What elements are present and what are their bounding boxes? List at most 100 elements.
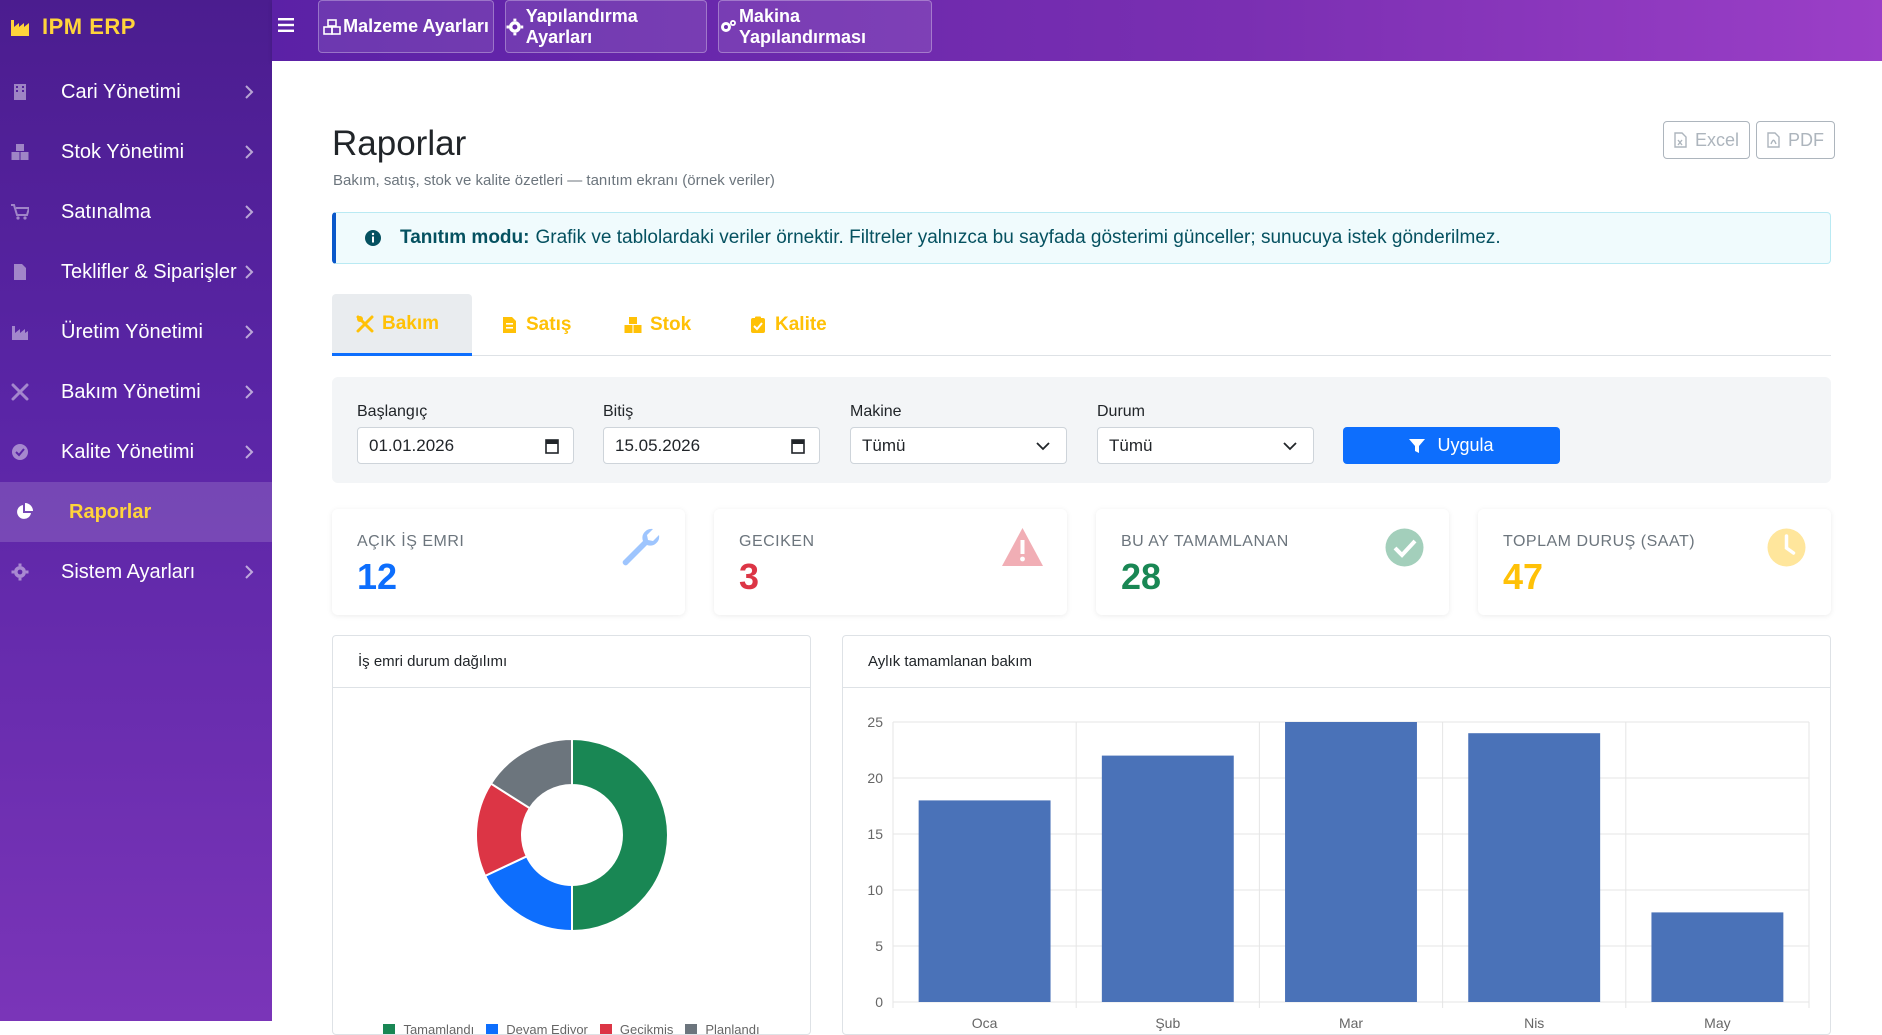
invoice-icon <box>500 316 518 334</box>
sidebar-item-bak-m-y-netimi[interactable]: Bakım Yönetimi <box>0 362 272 422</box>
y-tick-label: 25 <box>867 714 883 730</box>
sidebar-item-teklifler-sipari-ler[interactable]: Teklifler & Siparişler <box>0 242 272 302</box>
legend-item[interactable]: Devam Ediyor <box>486 1022 588 1035</box>
clipboard-check-icon <box>749 316 767 334</box>
kpi-value: 12 <box>357 556 397 598</box>
legend-item[interactable]: Gecikmiş <box>600 1022 673 1035</box>
start-date-label: Başlangıç <box>357 403 427 421</box>
start-date-input[interactable]: 01.01.2026 <box>357 427 574 464</box>
legend-item[interactable]: Planlandı <box>685 1022 759 1035</box>
chevron-right-icon <box>245 205 254 219</box>
machine-select[interactable]: Tümü <box>850 427 1067 464</box>
y-tick-label: 15 <box>867 826 883 842</box>
tools-icon <box>11 383 29 401</box>
bar-Şub[interactable] <box>1102 756 1234 1002</box>
kpi-completed-this-month: BU AY TAMAMLANAN 28 <box>1096 509 1449 615</box>
sidebar-item-label: Üretim Yönetimi <box>61 321 203 344</box>
machine-configuration-button[interactable]: Makina Yapılandırması <box>718 0 932 53</box>
file-pdf-icon <box>1767 132 1780 148</box>
filter-panel: Başlangıç 01.01.2026 Bitiş 15.05.2026 Ma… <box>332 377 1831 483</box>
status-label: Durum <box>1097 403 1145 421</box>
start-date-value: 01.01.2026 <box>369 436 454 456</box>
gear-icon <box>506 18 524 36</box>
sidebar-item-stok-y-netimi[interactable]: Stok Yönetimi <box>0 122 272 182</box>
brand[interactable]: IPM ERP <box>0 0 272 54</box>
material-settings-button[interactable]: Malzeme Ayarları <box>318 0 494 53</box>
machine-label: Makine <box>850 403 902 421</box>
donut-slice-0[interactable] <box>572 739 668 931</box>
sidebar-item-label: Satınalma <box>61 201 151 224</box>
tab-kalite[interactable]: Kalite <box>749 294 849 356</box>
sidebar-item-cari-y-netimi[interactable]: Cari Yönetimi <box>0 62 272 122</box>
legend-swatch <box>685 1024 697 1035</box>
y-tick-label: 5 <box>875 938 883 954</box>
status-distribution-card: İş emri durum dağılımı Tamamlandı Devam E… <box>332 635 811 1035</box>
material-settings-label: Malzeme Ayarları <box>343 16 489 37</box>
page-title: Raporlar <box>332 124 466 164</box>
bar-May[interactable] <box>1651 912 1783 1002</box>
legend-label: Tamamlandı <box>403 1022 474 1035</box>
end-date-label: Bitiş <box>603 403 633 421</box>
main-content: Raporlar Bakım, satış, stok ve kalite öz… <box>272 61 1882 1021</box>
apply-filter-button[interactable]: Uygula <box>1343 427 1560 464</box>
export-excel-button[interactable]: Excel <box>1663 121 1750 159</box>
demo-mode-alert: Tanıtım modu: Grafik ve tablolardaki ver… <box>332 212 1831 264</box>
topbar: Malzeme Ayarları Yapılandırma Ayarları M… <box>272 0 1882 61</box>
legend-label: Devam Ediyor <box>506 1022 588 1035</box>
sidebar-item-kalite-y-netimi[interactable]: Kalite Yönetimi <box>0 422 272 482</box>
calendar-icon[interactable] <box>791 438 805 454</box>
tab-stok[interactable]: Stok <box>624 294 714 356</box>
document-icon <box>11 263 29 281</box>
bar-Oca[interactable] <box>919 800 1051 1002</box>
export-pdf-button[interactable]: PDF <box>1756 121 1835 159</box>
apply-filter-label: Uygula <box>1437 435 1493 456</box>
kpi-label: BU AY TAMAMLANAN <box>1121 533 1289 551</box>
building-icon <box>11 83 29 101</box>
sidebar-item-sat-nalma[interactable]: Satınalma <box>0 182 272 242</box>
status-distribution-title: İş emri durum dağılımı <box>333 636 810 688</box>
configuration-settings-button[interactable]: Yapılandırma Ayarları <box>505 0 707 53</box>
sidebar-item-label: Cari Yönetimi <box>61 81 181 104</box>
chevron-down-icon <box>1036 441 1050 451</box>
warning-icon <box>1001 526 1044 569</box>
kpi-value: 47 <box>1503 556 1543 598</box>
x-tick-label: Nis <box>1524 1015 1544 1031</box>
legend-item[interactable]: Tamamlandı <box>383 1022 474 1035</box>
hamburger-icon[interactable] <box>278 18 294 32</box>
sidebar-item-raporlar[interactable]: Raporlar <box>0 482 272 542</box>
machine-configuration-label: Makina Yapılandırması <box>739 6 931 48</box>
configuration-settings-label: Yapılandırma Ayarları <box>526 6 706 48</box>
bar-Nis[interactable] <box>1468 733 1600 1002</box>
brand-name: IPM ERP <box>42 14 136 40</box>
tab-satis[interactable]: Satış <box>500 294 590 356</box>
y-tick-label: 20 <box>867 770 883 786</box>
sidebar-item-retim-y-netimi[interactable]: Üretim Yönetimi <box>0 302 272 362</box>
status-select[interactable]: Tümü <box>1097 427 1314 464</box>
cart-icon <box>11 203 29 221</box>
sidebar-item-sistem-ayarlar[interactable]: Sistem Ayarları <box>0 542 272 602</box>
check-circle-icon <box>1383 526 1426 569</box>
factory-icon <box>10 17 32 37</box>
boxes-icon <box>11 143 29 161</box>
report-tabs: Bakım Satış Stok Kalite <box>332 294 1831 356</box>
bar-Mar[interactable] <box>1285 722 1417 1002</box>
file-excel-icon <box>1674 132 1687 148</box>
tab-bakim-label: Bakım <box>382 313 439 335</box>
tab-bakim[interactable]: Bakım <box>332 294 472 356</box>
calendar-icon[interactable] <box>545 438 559 454</box>
clock-icon <box>1765 526 1808 569</box>
kpi-open-work-orders: AÇIK İŞ EMRI 12 <box>332 509 685 615</box>
alert-title: Tanıtım modu: <box>400 227 529 249</box>
end-date-input[interactable]: 15.05.2026 <box>603 427 820 464</box>
legend-swatch <box>486 1024 498 1035</box>
end-date-value: 15.05.2026 <box>615 436 700 456</box>
export-excel-label: Excel <box>1695 130 1739 151</box>
alert-text: Grafik ve tablolardaki veriler örnektir.… <box>535 227 1500 249</box>
status-select-value: Tümü <box>1109 436 1152 456</box>
check-circle-icon <box>11 443 29 461</box>
kpi-label: AÇIK İŞ EMRI <box>357 533 464 551</box>
chevron-right-icon <box>245 325 254 339</box>
kpi-label: GECIKEN <box>739 533 815 551</box>
kpi-delayed: GECIKEN 3 <box>714 509 1067 615</box>
chevron-right-icon <box>245 85 254 99</box>
